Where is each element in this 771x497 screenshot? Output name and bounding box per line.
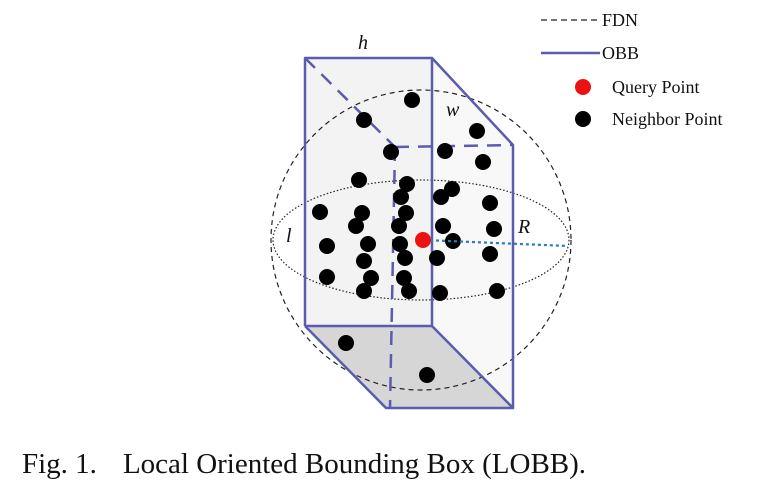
neighbor-point: [351, 172, 367, 188]
neighbor-point: [432, 285, 448, 301]
neighbor-point: [433, 189, 449, 205]
fdn-sphere: [270, 89, 572, 391]
neighbor-point: [360, 236, 376, 252]
sphere-equator: [272, 179, 570, 301]
neighbor-point: [482, 195, 498, 211]
neighbor-point: [338, 335, 354, 351]
legend-query-swatch: [575, 79, 591, 95]
neighbor-point: [398, 205, 414, 221]
neighbor-point: [489, 283, 505, 299]
neighbor-point: [356, 253, 372, 269]
neighbor-point: [396, 270, 412, 286]
legend: FDN OBB Query Point Neighbor Point: [541, 10, 723, 129]
legend-fdn-label: FDN: [602, 10, 638, 30]
obb-hidden-edges: [304, 57, 514, 409]
query-point: [415, 232, 431, 248]
neighbor-point: [392, 236, 408, 252]
neighbor-point: [404, 92, 420, 108]
neighbor-point: [435, 218, 451, 234]
lobb-diagram: h w l R FDN OBB Query Point Neighbor Poi…: [270, 10, 723, 410]
legend-query-label: Query Point: [612, 77, 700, 97]
legend-neighbor-swatch: [575, 111, 591, 127]
neighbor-point: [469, 123, 485, 139]
box-bottom-face: [305, 326, 513, 408]
obb-visible-edges: [303, 56, 515, 410]
neighbor-point: [348, 218, 364, 234]
legend-obb-label: OBB: [602, 43, 639, 63]
neighbor-point: [444, 181, 460, 197]
neighbor-point: [429, 250, 445, 266]
neighbor-point: [445, 233, 461, 249]
neighbor-point: [482, 246, 498, 262]
neighbor-point: [399, 176, 415, 192]
neighbor-point: [475, 154, 491, 170]
neighbor-point: [363, 270, 379, 286]
neighbor-points: [312, 92, 505, 383]
neighbor-point: [397, 250, 413, 266]
label-l: l: [286, 225, 292, 247]
label-h: h: [358, 32, 368, 54]
neighbor-point: [356, 112, 372, 128]
neighbor-point: [419, 367, 435, 383]
caption-number: Fig. 1.: [22, 448, 97, 480]
neighbor-point: [319, 269, 335, 285]
neighbor-point: [486, 221, 502, 237]
legend-neighbor-label: Neighbor Point: [612, 109, 723, 129]
figure-caption: Fig. 1. Local Oriented Bounding Box (LOBB…: [22, 448, 762, 481]
radius-line: [423, 238, 569, 248]
neighbor-point: [354, 205, 370, 221]
neighbor-point: [391, 218, 407, 234]
neighbor-point: [401, 283, 417, 299]
neighbor-point: [393, 189, 409, 205]
neighbor-point: [383, 144, 399, 160]
neighbor-point: [312, 204, 328, 220]
caption-text: Local Oriented Bounding Box (LOBB).: [122, 448, 587, 480]
neighbor-point: [319, 238, 335, 254]
neighbor-point: [437, 143, 453, 159]
label-w: w: [446, 99, 460, 121]
label-r: R: [517, 216, 530, 238]
neighbor-point: [356, 283, 372, 299]
